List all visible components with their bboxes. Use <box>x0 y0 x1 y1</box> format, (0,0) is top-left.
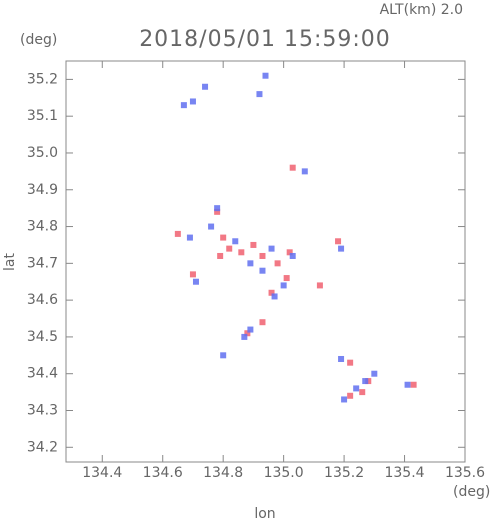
echo-point <box>174 230 181 237</box>
echo-point <box>404 381 411 388</box>
y-tick-label: 34.3 <box>27 402 58 418</box>
x-tick-label: 135.2 <box>324 465 364 481</box>
x-tick-label: 135.6 <box>445 465 485 481</box>
x-tick-label: 134.4 <box>82 465 122 481</box>
echo-point <box>192 278 199 285</box>
echo-point <box>289 252 296 259</box>
echo-point <box>259 267 266 274</box>
x-axis-label: lon <box>254 506 275 521</box>
echo-point <box>353 385 360 392</box>
y-tick-label: 34.8 <box>27 219 58 235</box>
echo-point <box>247 260 254 267</box>
echo-point <box>347 392 354 399</box>
y-tick-label: 35.0 <box>27 145 58 161</box>
echo-point <box>268 245 275 252</box>
echo-point <box>208 223 215 230</box>
echo-point <box>286 249 293 256</box>
y-tick-label: 35.1 <box>27 108 58 124</box>
echo-point <box>202 83 209 90</box>
echo-point <box>371 370 378 377</box>
echo-point <box>214 205 221 212</box>
echo-point <box>250 241 257 248</box>
echo-point <box>189 98 196 105</box>
echo-point <box>359 389 366 396</box>
echo-point <box>232 238 239 245</box>
echo-point <box>338 355 345 362</box>
chart-title: 2018/05/01 15:59:00 <box>139 27 391 52</box>
y-tick-label: 34.2 <box>27 439 58 455</box>
echo-point <box>274 260 281 267</box>
y-tick-label: 34.9 <box>27 182 58 198</box>
echo-point <box>316 282 323 289</box>
x-tick-label: 135.4 <box>384 465 424 481</box>
echo-point <box>189 271 196 278</box>
echo-point <box>301 168 308 175</box>
y-tick-label: 34.6 <box>27 292 58 308</box>
y-unit: (deg) <box>20 32 57 48</box>
echo-point <box>217 252 224 259</box>
x-tick-label: 135.0 <box>264 465 304 481</box>
echo-point <box>247 326 254 333</box>
x-unit: (deg) <box>453 484 490 500</box>
echo-point <box>220 352 227 359</box>
echo-point <box>238 249 245 256</box>
y-tick-label: 34.4 <box>27 366 58 382</box>
echo-point <box>268 289 275 296</box>
echo-point <box>226 245 233 252</box>
echo-point <box>362 378 369 385</box>
echo-point <box>262 72 269 79</box>
echo-point <box>347 359 354 366</box>
echo-point <box>220 234 227 241</box>
echo-point <box>410 381 417 388</box>
y-axis-label: lat <box>2 253 18 271</box>
echo-point <box>289 164 296 171</box>
plot-frame <box>65 60 466 463</box>
echo-point <box>271 293 278 300</box>
x-tick-label: 134.8 <box>203 465 243 481</box>
x-tick-label: 134.6 <box>143 465 183 481</box>
y-tick-label: 35.2 <box>27 71 58 87</box>
y-tick-label: 34.5 <box>27 329 58 345</box>
echo-point <box>283 275 290 282</box>
echo-point <box>214 208 221 215</box>
echo-point <box>259 252 266 259</box>
echo-point <box>256 91 263 98</box>
echo-point <box>335 238 342 245</box>
echo-point <box>259 319 266 326</box>
altitude-label: ALT(km) 2.0 <box>380 2 463 18</box>
echo-point <box>280 282 287 289</box>
echo-point <box>244 330 251 337</box>
y-tick-label: 34.7 <box>27 255 58 271</box>
echo-point <box>338 245 345 252</box>
echo-point <box>341 396 348 403</box>
echo-point <box>365 378 372 385</box>
echo-point <box>180 102 187 109</box>
echo-point <box>186 234 193 241</box>
echo-point <box>241 333 248 340</box>
